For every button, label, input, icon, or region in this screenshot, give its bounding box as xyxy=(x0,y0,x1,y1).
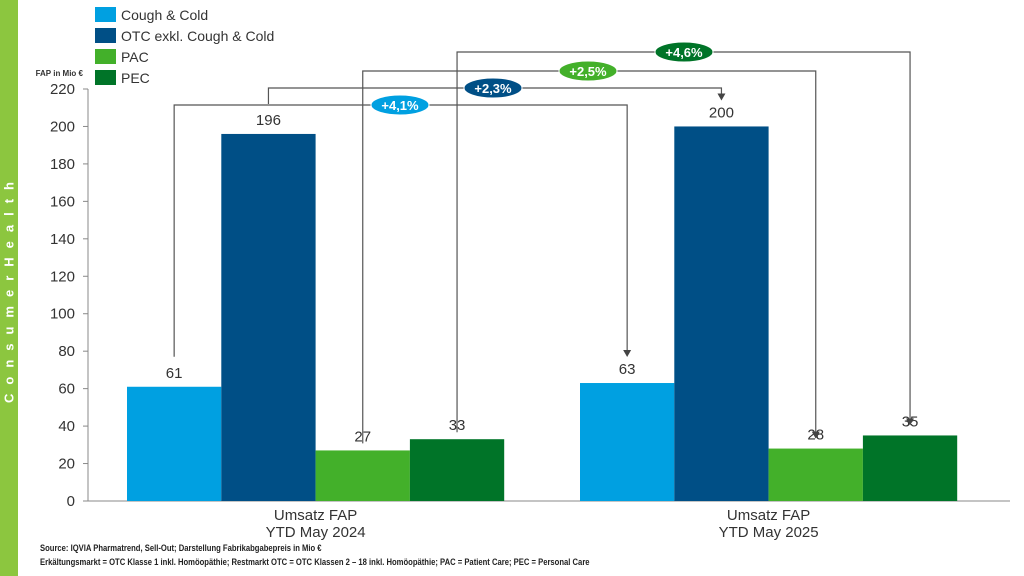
growth-label: +2,5% xyxy=(569,64,607,79)
legend-swatch xyxy=(95,49,116,64)
y-tick-label: 60 xyxy=(58,381,75,398)
growth-badge xyxy=(370,94,430,116)
bar xyxy=(127,386,222,501)
arrow-head-icon xyxy=(811,431,820,439)
y-tick-label: 100 xyxy=(50,306,75,323)
legend-swatch xyxy=(95,7,116,22)
legend-label: PAC xyxy=(121,49,149,65)
arrow-head-icon xyxy=(623,350,632,358)
growth-badge xyxy=(463,77,523,99)
y-axis-label: FAP in Mio € xyxy=(36,69,84,78)
category-label: YTD May 2024 xyxy=(266,524,366,541)
legend-label: PEC xyxy=(121,70,150,86)
source-note: Source: IQVIA Pharmatrend, Sell-Out; Dar… xyxy=(40,543,322,553)
y-tick-label: 160 xyxy=(50,193,75,210)
data-label: 196 xyxy=(256,112,281,129)
data-label: 63 xyxy=(619,361,636,378)
y-tick-label: 80 xyxy=(58,343,75,360)
legend-swatch xyxy=(95,28,116,43)
legend-swatch xyxy=(95,70,116,85)
bar xyxy=(315,450,410,501)
y-tick-label: 120 xyxy=(50,268,75,285)
bar xyxy=(862,435,958,501)
y-tick-label: 220 xyxy=(50,81,75,98)
category-label: YTD May 2025 xyxy=(719,524,819,541)
growth-label: +4,1% xyxy=(381,98,419,113)
sidebar-brand-strip: ConsumerHealth xyxy=(0,0,18,576)
bar xyxy=(580,383,675,501)
growth-label: +2,3% xyxy=(474,81,512,96)
y-tick-label: 40 xyxy=(58,418,75,435)
bar xyxy=(221,133,316,502)
growth-badge xyxy=(558,60,618,82)
y-tick-label: 200 xyxy=(50,118,75,135)
growth-badge xyxy=(654,41,714,63)
arrow-head-icon xyxy=(906,418,915,426)
data-label: 61 xyxy=(166,365,183,382)
bar xyxy=(768,448,863,501)
bar xyxy=(674,126,769,502)
legend-label: Cough & Cold xyxy=(121,7,208,23)
growth-label: +4,6% xyxy=(665,45,703,60)
category-label: Umsatz FAP xyxy=(274,507,357,524)
arrow-head-icon xyxy=(717,93,726,101)
y-tick-label: 180 xyxy=(50,156,75,173)
data-label: 200 xyxy=(709,104,734,121)
category-label: Umsatz FAP xyxy=(727,507,810,524)
y-tick-label: 140 xyxy=(50,231,75,248)
legend-label: OTC exkl. Cough & Cold xyxy=(121,28,274,44)
definition-note: Erkältungsmarkt = OTC Klasse 1 inkl. Hom… xyxy=(40,557,590,567)
bar xyxy=(409,439,505,501)
y-tick-label: 0 xyxy=(67,493,75,510)
y-tick-label: 20 xyxy=(58,456,75,473)
